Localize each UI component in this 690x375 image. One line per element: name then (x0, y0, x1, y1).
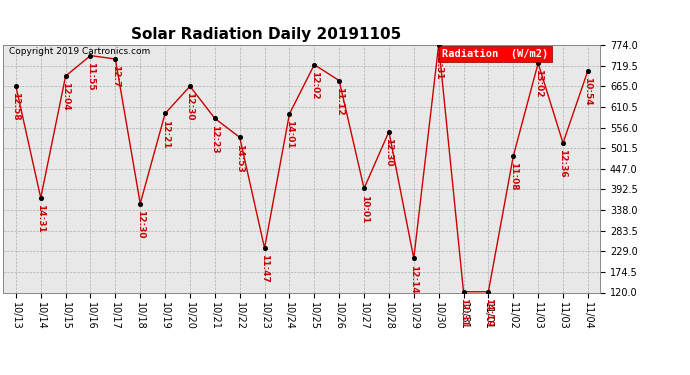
Point (184, 83, 195, 89)
Point (284, 111, 295, 117)
Point (458, 289, 469, 295)
Point (35, 195, 46, 201)
Text: 14:31: 14:31 (37, 204, 46, 233)
Text: 12:30: 12:30 (136, 210, 145, 238)
Text: 10:54: 10:54 (583, 77, 593, 105)
Text: 12:30: 12:30 (186, 93, 195, 121)
Point (483, 289, 494, 295)
Point (359, 185, 370, 191)
Text: 12:30: 12:30 (384, 138, 393, 166)
Text: Radiation  (W/m2): Radiation (W/m2) (442, 49, 549, 59)
Text: 14:19: 14:19 (484, 298, 493, 327)
Point (309, 62, 320, 68)
Point (408, 255, 420, 261)
Text: 11:47: 11:47 (260, 254, 269, 283)
Point (533, 60, 544, 66)
Text: 12:7: 12:7 (111, 65, 120, 88)
Point (582, 68, 593, 74)
Point (135, 201, 146, 207)
Text: 14:53: 14:53 (235, 144, 244, 172)
Point (159, 111, 170, 117)
Point (384, 129, 395, 135)
Point (209, 116, 220, 122)
Point (334, 78, 345, 84)
Text: 12:23: 12:23 (210, 124, 219, 153)
Point (558, 140, 569, 146)
Point (259, 245, 270, 251)
Text: 12:21: 12:21 (161, 120, 170, 148)
Point (110, 56, 121, 62)
Text: 11:12: 11:12 (335, 87, 344, 116)
Point (433, 42, 444, 48)
Title: Solar Radiation Daily 20191105: Solar Radiation Daily 20191105 (131, 27, 401, 42)
Text: 12:14: 12:14 (409, 265, 418, 293)
Text: Copyright 2019 Cartronics.com: Copyright 2019 Cartronics.com (10, 48, 150, 57)
Text: 12:36: 12:36 (558, 149, 567, 178)
Text: 12:58: 12:58 (11, 93, 21, 121)
Text: 11:55: 11:55 (86, 62, 95, 90)
Point (85, 53, 96, 58)
Text: 14:01: 14:01 (285, 120, 294, 149)
Text: 12:31: 12:31 (459, 298, 468, 327)
Text: 11:08: 11:08 (509, 162, 518, 191)
Text: 12:02: 12:02 (310, 71, 319, 99)
Point (10, 83, 21, 89)
Point (234, 134, 245, 140)
Point (60, 73, 71, 79)
Text: 10:01: 10:01 (359, 195, 368, 223)
Text: 13:02: 13:02 (533, 69, 542, 98)
Point (508, 153, 519, 159)
Text: 12:31: 12:31 (434, 51, 443, 80)
Text: 12:04: 12:04 (61, 82, 70, 111)
